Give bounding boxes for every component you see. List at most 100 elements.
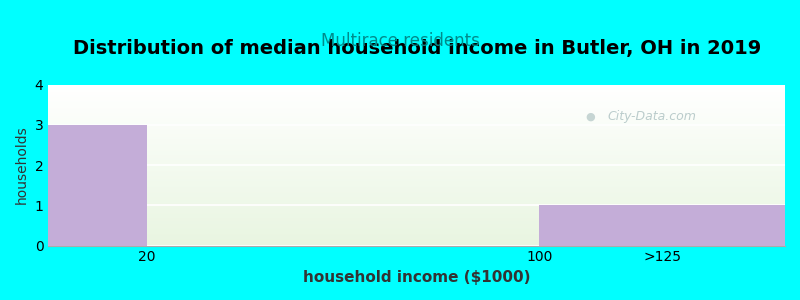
Bar xyxy=(48,163,785,164)
Bar xyxy=(48,90,785,91)
Bar xyxy=(48,151,785,152)
Bar xyxy=(48,184,785,185)
Bar xyxy=(48,127,785,128)
Bar xyxy=(48,148,785,149)
Bar xyxy=(48,137,785,138)
Bar xyxy=(48,110,785,111)
Bar xyxy=(48,103,785,104)
Bar xyxy=(48,220,785,221)
Bar xyxy=(48,98,785,99)
Bar xyxy=(48,130,785,131)
Bar xyxy=(48,86,785,87)
Bar xyxy=(48,213,785,214)
Bar xyxy=(48,89,785,90)
Bar xyxy=(48,225,785,226)
Bar xyxy=(48,218,785,219)
Bar xyxy=(48,180,785,181)
Bar xyxy=(48,194,785,195)
Bar xyxy=(48,173,785,174)
Bar xyxy=(48,223,785,224)
Bar xyxy=(48,237,785,238)
Bar xyxy=(48,139,785,140)
Bar xyxy=(48,241,785,242)
Bar xyxy=(48,102,785,103)
Bar xyxy=(48,146,785,147)
Bar xyxy=(48,106,785,107)
Bar xyxy=(48,182,785,183)
Bar xyxy=(48,200,785,201)
Bar xyxy=(48,221,785,222)
Bar xyxy=(48,230,785,231)
Bar xyxy=(48,170,785,171)
Bar xyxy=(48,183,785,184)
Bar xyxy=(48,177,785,178)
Title: Distribution of median household income in Butler, OH in 2019: Distribution of median household income … xyxy=(73,39,761,58)
Bar xyxy=(48,96,785,97)
Bar xyxy=(48,205,785,206)
Bar xyxy=(48,132,785,133)
Bar xyxy=(48,228,785,229)
Bar xyxy=(48,104,785,105)
Bar xyxy=(48,176,785,177)
Bar xyxy=(48,236,785,237)
Bar xyxy=(48,121,785,122)
Bar xyxy=(48,91,785,92)
Bar xyxy=(48,143,785,144)
Bar xyxy=(48,101,785,102)
Bar xyxy=(48,150,785,151)
Bar xyxy=(48,185,785,186)
Bar xyxy=(48,92,785,93)
Bar xyxy=(48,164,785,165)
Bar xyxy=(48,125,785,126)
Bar xyxy=(48,126,785,127)
Bar xyxy=(48,242,785,243)
Bar xyxy=(48,95,785,96)
Bar xyxy=(48,94,785,95)
Bar xyxy=(48,224,785,225)
Bar xyxy=(48,240,785,241)
Text: ●: ● xyxy=(585,112,594,122)
Bar xyxy=(48,210,785,211)
Bar xyxy=(48,179,785,180)
Bar xyxy=(48,195,785,196)
Bar xyxy=(48,206,785,207)
Bar xyxy=(48,149,785,150)
Bar xyxy=(48,207,785,208)
Bar xyxy=(48,175,785,176)
Bar xyxy=(48,133,785,134)
Bar xyxy=(48,212,785,213)
Bar xyxy=(48,85,785,86)
Text: Multirace residents: Multirace residents xyxy=(321,32,479,50)
Bar xyxy=(48,136,785,137)
Bar xyxy=(48,217,785,218)
Bar xyxy=(48,239,785,240)
Bar xyxy=(48,138,785,139)
Bar xyxy=(48,122,785,123)
Bar xyxy=(48,105,785,106)
Bar xyxy=(48,226,785,227)
Bar xyxy=(48,167,785,168)
Bar xyxy=(48,100,785,101)
Bar xyxy=(48,193,785,194)
Bar xyxy=(48,171,785,172)
Bar xyxy=(48,191,785,192)
Bar xyxy=(48,158,785,159)
Bar xyxy=(48,117,785,118)
Bar xyxy=(48,93,785,94)
Bar xyxy=(48,152,785,153)
Bar xyxy=(48,120,785,121)
Bar xyxy=(48,135,785,136)
Bar xyxy=(48,244,785,245)
Bar xyxy=(48,115,785,116)
Bar xyxy=(48,238,785,239)
Bar xyxy=(48,144,785,145)
X-axis label: household income ($1000): household income ($1000) xyxy=(303,270,530,285)
Bar xyxy=(48,214,785,215)
Bar xyxy=(48,140,785,141)
Text: City-Data.com: City-Data.com xyxy=(608,110,697,123)
Bar xyxy=(48,157,785,158)
Bar xyxy=(48,128,785,129)
Bar xyxy=(48,153,785,154)
Bar xyxy=(48,197,785,198)
Bar xyxy=(48,229,785,230)
